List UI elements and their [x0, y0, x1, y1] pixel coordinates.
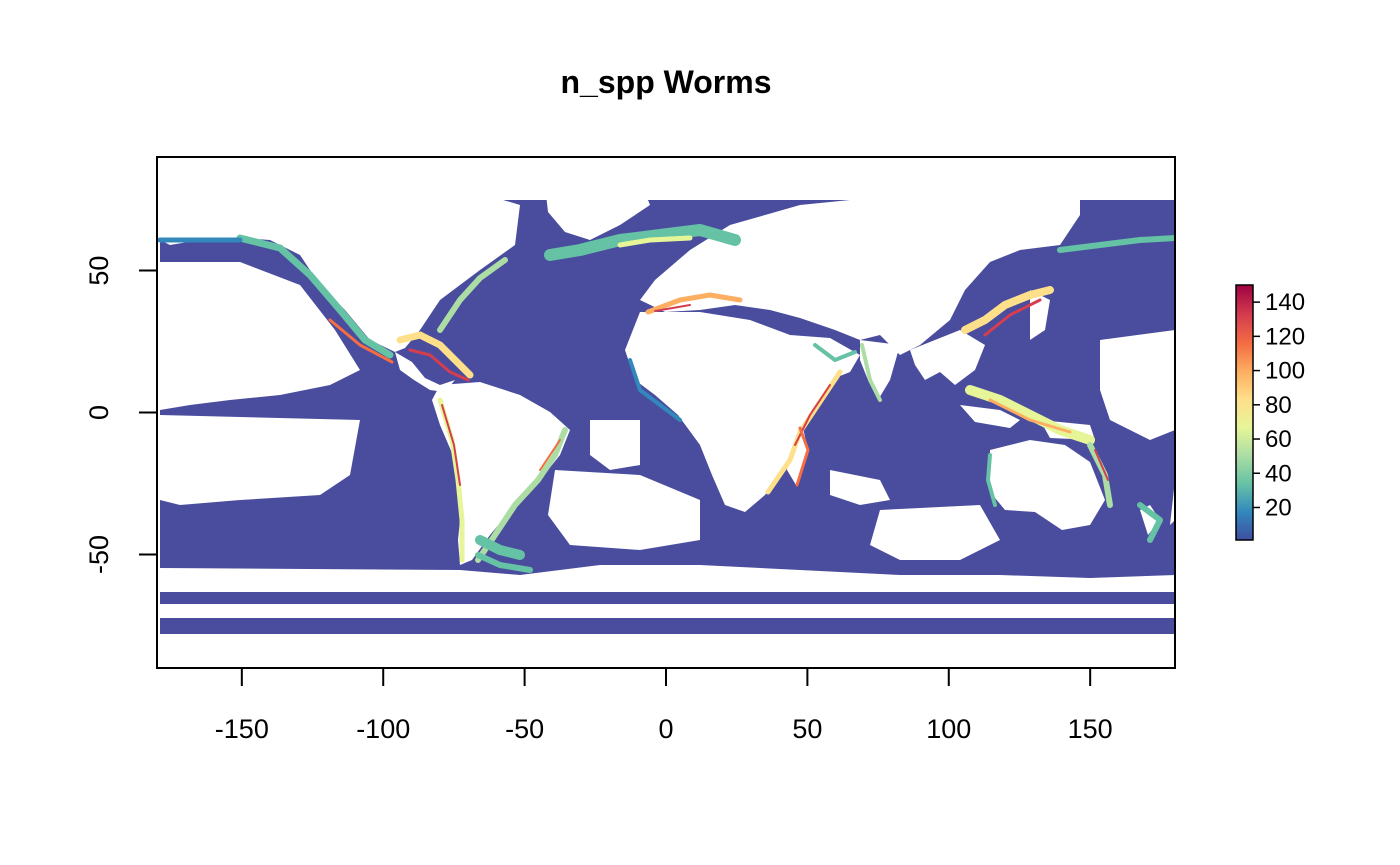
x-tick-label: -150 — [215, 714, 269, 744]
legend-colorbar — [1235, 284, 1254, 541]
map-raster — [157, 157, 1175, 668]
x-tick-label: 0 — [658, 714, 673, 744]
y-axis: -50 0 50 — [84, 256, 158, 574]
x-tick-label: 100 — [926, 714, 971, 744]
legend-tick-label: 40 — [1265, 460, 1292, 487]
color-legend: 20 40 60 80 100 120 140 — [1235, 284, 1305, 541]
map-title: n_spp Worms — [561, 64, 772, 100]
x-tick-label: 50 — [792, 714, 822, 744]
legend-tick-label: 20 — [1265, 494, 1292, 521]
legend-tick-label: 100 — [1265, 358, 1305, 385]
legend-tick-label: 120 — [1265, 323, 1305, 350]
legend-tick-label: 80 — [1265, 392, 1292, 419]
y-tick-label: 0 — [84, 405, 114, 420]
y-tick-label: 50 — [84, 256, 114, 286]
x-tick-label: 150 — [1068, 714, 1113, 744]
x-axis: -150 -100 -50 0 50 100 150 — [215, 667, 1113, 744]
x-tick-label: -100 — [356, 714, 410, 744]
legend-tick-label: 140 — [1265, 289, 1305, 316]
legend-tick-label: 60 — [1265, 426, 1292, 453]
y-tick-label: -50 — [84, 535, 114, 574]
southern-ocean-strip — [160, 592, 1175, 634]
x-tick-label: -50 — [505, 714, 544, 744]
coastal-richness — [157, 224, 1175, 573]
